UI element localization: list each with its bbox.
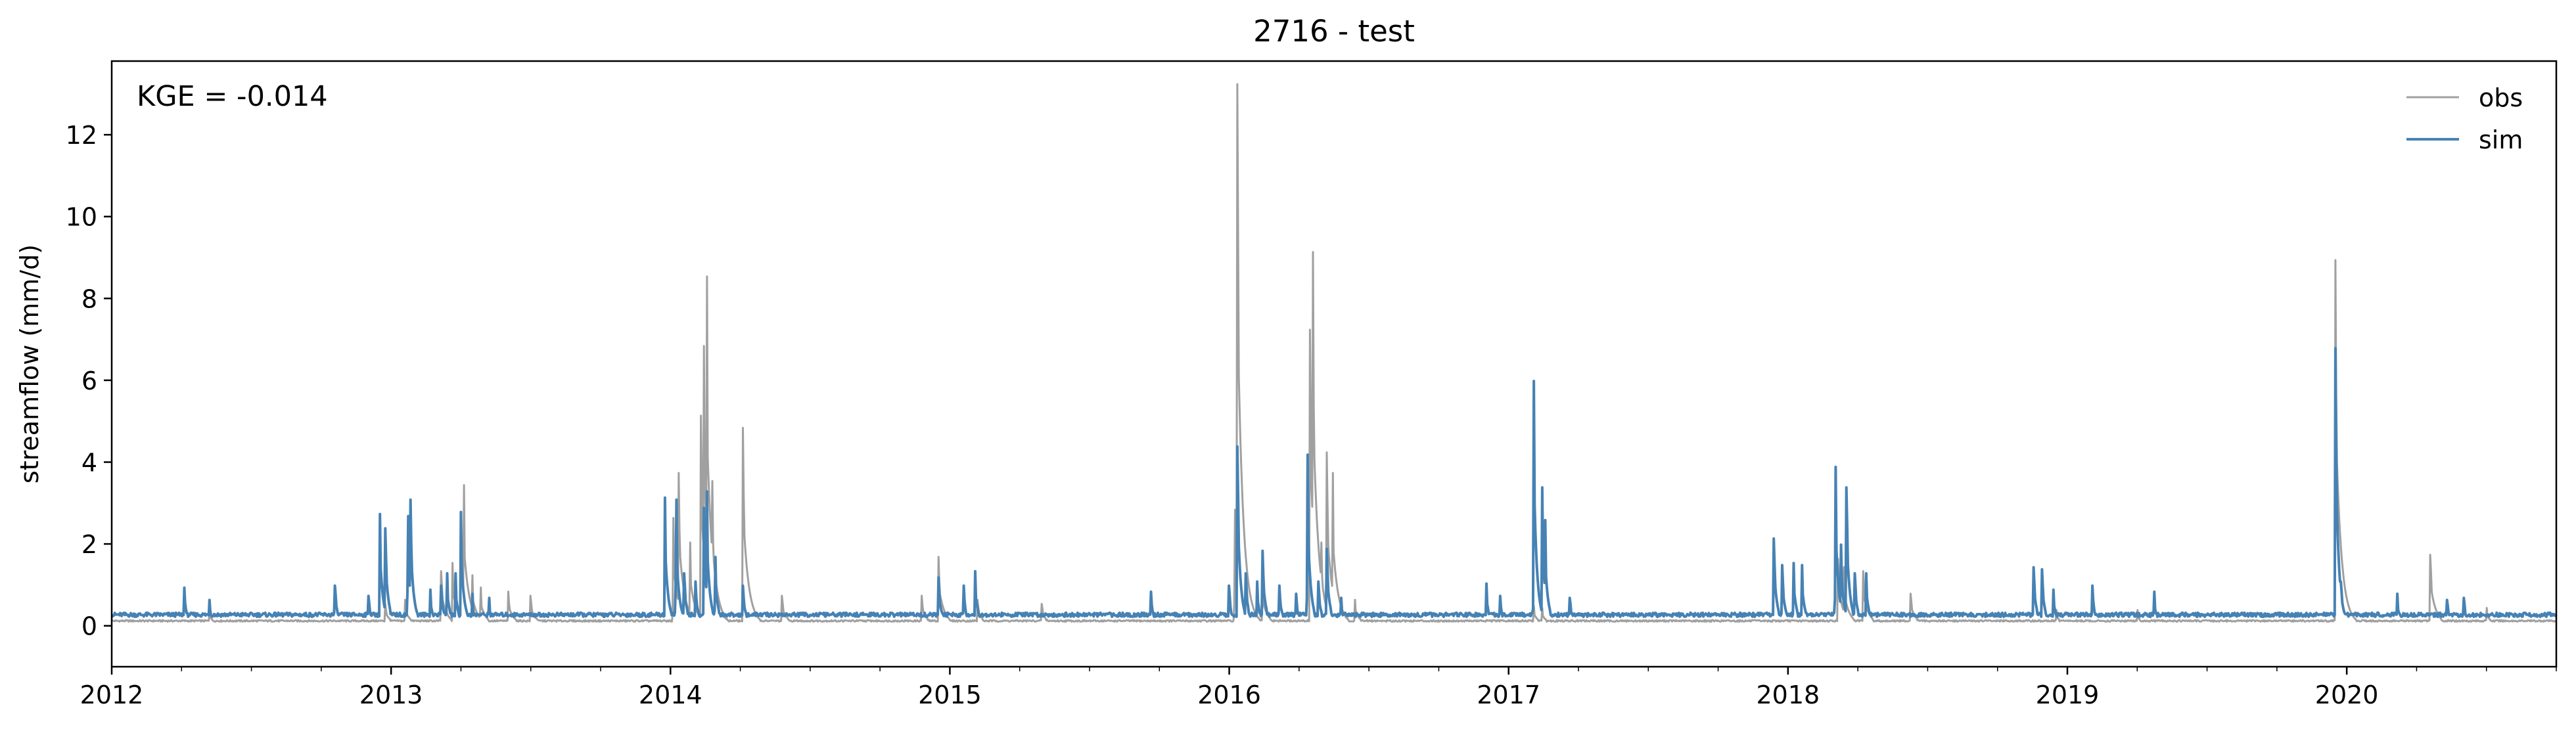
kge-annotation: KGE = -0.014 — [137, 80, 328, 113]
y-axis-label: streamflow (mm/d) — [15, 244, 44, 483]
y-tick-label: 10 — [66, 203, 97, 232]
x-tick-label: 2020 — [2315, 681, 2379, 709]
x-tick-label: 2019 — [2036, 681, 2100, 709]
x-tick-label: 2017 — [1477, 681, 1540, 709]
chart-title: 2716 - test — [1253, 14, 1415, 49]
x-tick-label: 2014 — [639, 681, 702, 709]
x-tick-label: 2015 — [918, 681, 982, 709]
y-tick-label: 0 — [81, 612, 97, 641]
legend-label-obs: obs — [2479, 83, 2523, 112]
legend-label-sim: sim — [2479, 125, 2523, 154]
y-tick-label: 8 — [81, 284, 97, 313]
x-tick-label: 2016 — [1197, 681, 1261, 709]
x-tick-label: 2013 — [359, 681, 423, 709]
x-tick-label: 2012 — [80, 681, 144, 709]
y-tick-label: 12 — [66, 121, 97, 150]
y-tick-label: 2 — [81, 530, 97, 559]
y-tick-label: 6 — [81, 367, 97, 395]
x-tick-label: 2018 — [1756, 681, 1820, 709]
y-tick-label: 4 — [81, 449, 97, 478]
